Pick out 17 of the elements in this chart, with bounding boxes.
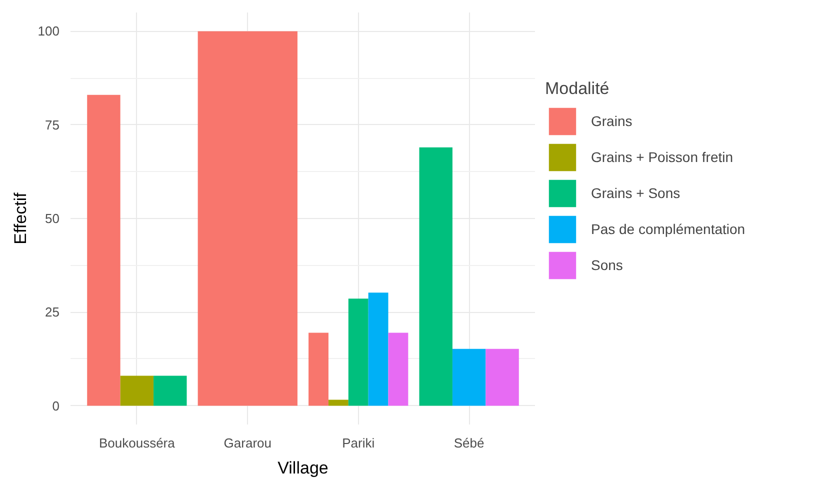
y-tick-label: 75 — [45, 117, 60, 132]
legend-label: Sons — [591, 257, 623, 273]
y-tick-label: 25 — [45, 304, 60, 320]
legend-title: Modalité — [545, 79, 610, 99]
y-tick-label: 0 — [52, 398, 60, 414]
x-axis-title: Village — [278, 458, 328, 478]
y-tick-label: 100 — [38, 24, 60, 39]
legend-label: Grains — [591, 113, 632, 129]
x-tick-label: Gararou — [224, 436, 272, 450]
legend-label: Grains + Poisson fretin — [591, 149, 734, 165]
x-tick-label: Pariki — [342, 436, 375, 450]
legend-label: Grains + Sons — [591, 185, 680, 201]
x-tick-label: Boukousséra — [98, 436, 176, 450]
legend-label: Pas de complémentation — [591, 221, 746, 237]
x-tick-label: Sébé — [454, 436, 484, 450]
y-tick-label: 50 — [45, 211, 60, 226]
y-axis-title: Effectif — [10, 192, 30, 244]
